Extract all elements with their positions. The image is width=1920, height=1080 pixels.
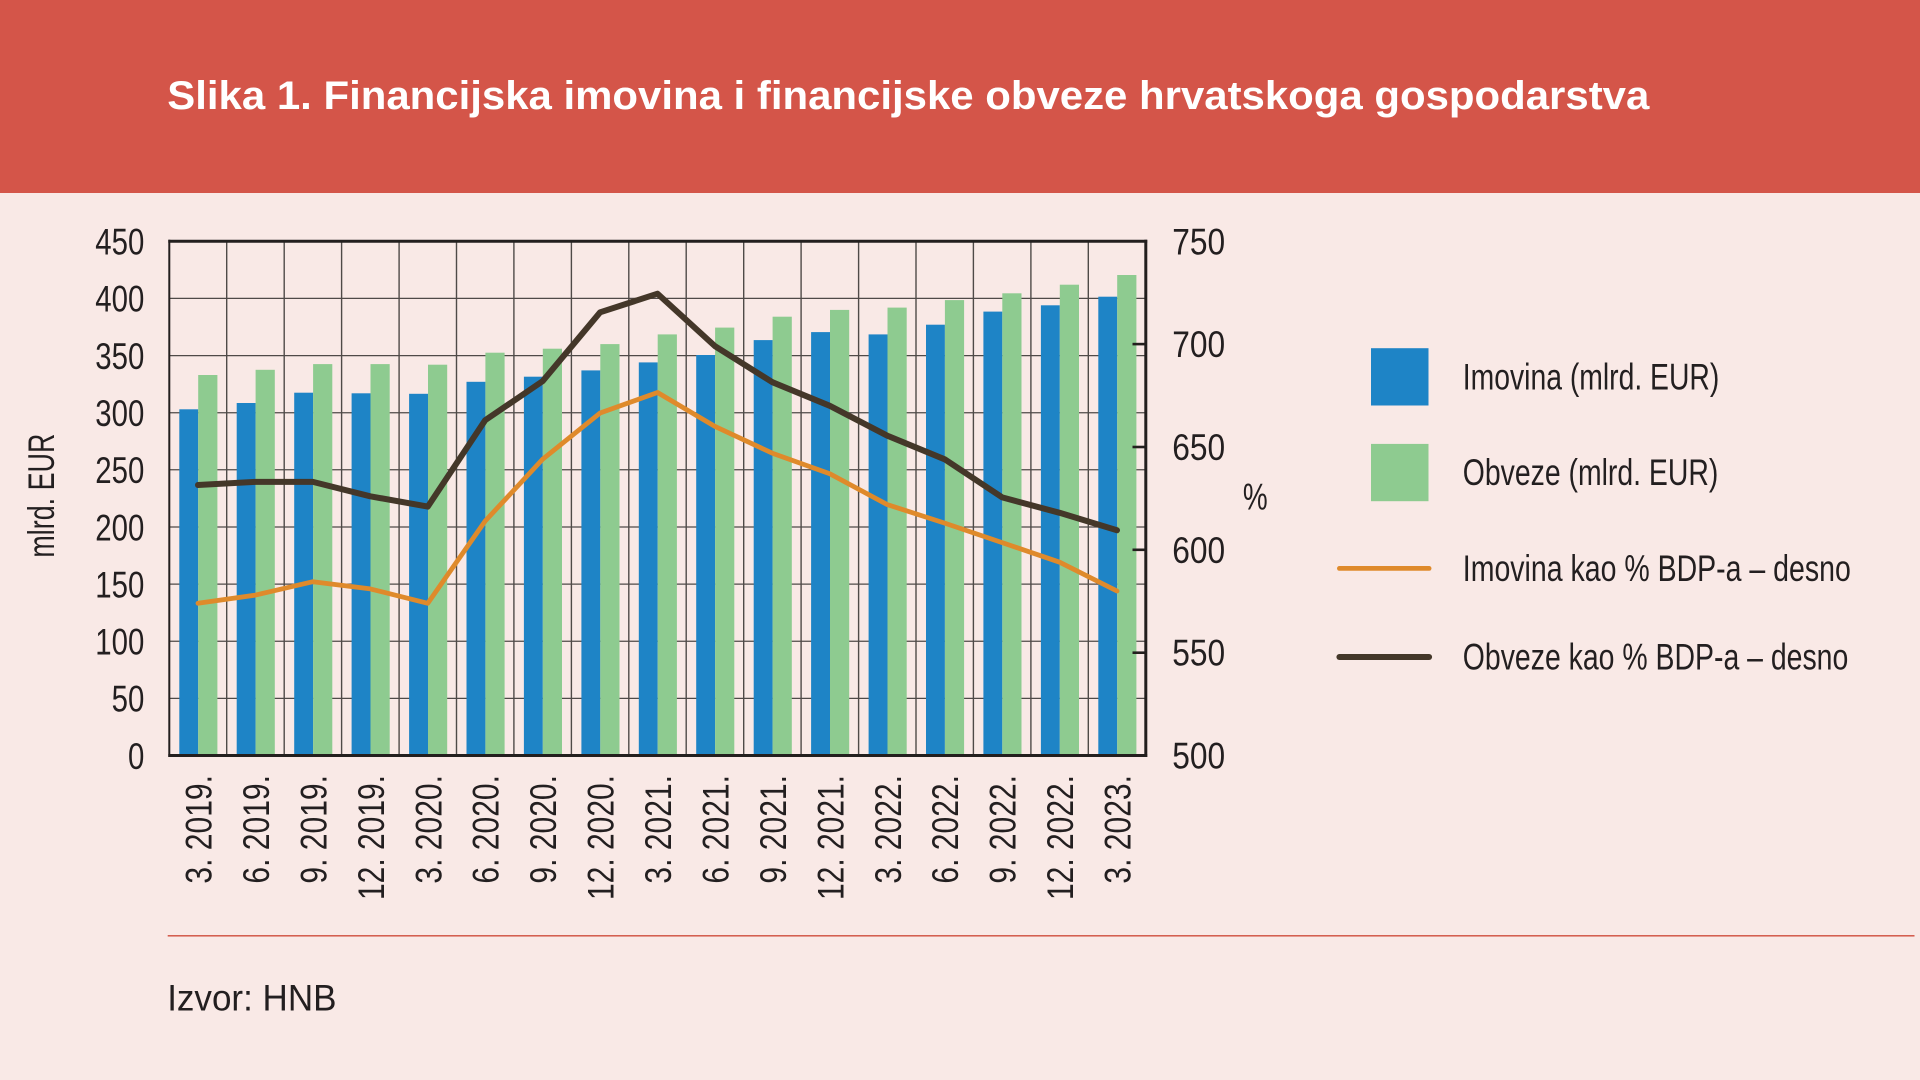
svg-text:200: 200 — [95, 507, 144, 548]
svg-text:9. 2021.: 9. 2021. — [753, 775, 794, 884]
svg-text:100: 100 — [95, 622, 144, 663]
svg-text:450: 450 — [95, 222, 144, 263]
svg-text:550: 550 — [1172, 633, 1225, 674]
svg-text:6. 2020.: 6. 2020. — [466, 775, 507, 884]
svg-text:750: 750 — [1172, 221, 1225, 262]
svg-text:0: 0 — [128, 736, 144, 777]
svg-text:6. 2022.: 6. 2022. — [925, 775, 966, 884]
svg-text:350: 350 — [95, 336, 144, 377]
svg-text:3. 2019.: 3. 2019. — [179, 775, 220, 884]
svg-text:50: 50 — [112, 679, 145, 720]
svg-text:6. 2019.: 6. 2019. — [236, 775, 277, 884]
svg-text:9. 2019.: 9. 2019. — [293, 775, 334, 884]
svg-text:250: 250 — [95, 450, 144, 491]
svg-text:3. 2023.: 3. 2023. — [1098, 775, 1139, 884]
svg-text:150: 150 — [95, 564, 144, 605]
svg-text:12. 2022.: 12. 2022. — [1040, 775, 1081, 900]
svg-text:%: % — [1243, 477, 1268, 518]
svg-text:9. 2022.: 9. 2022. — [983, 775, 1024, 884]
svg-text:Obveze kao % BDP-a – desno: Obveze kao % BDP-a – desno — [1463, 637, 1849, 678]
svg-text:700: 700 — [1172, 324, 1225, 365]
svg-text:Imovina (mlrd. EUR): Imovina (mlrd. EUR) — [1463, 356, 1720, 397]
svg-text:Slika 1. Financijska imovina i: Slika 1. Financijska imovina i financijs… — [167, 74, 1650, 118]
svg-text:650: 650 — [1172, 427, 1225, 468]
svg-text:500: 500 — [1172, 736, 1225, 777]
svg-text:Obveze (mlrd. EUR): Obveze (mlrd. EUR) — [1463, 452, 1719, 493]
svg-text:9. 2020.: 9. 2020. — [523, 775, 564, 884]
svg-text:3. 2020.: 3. 2020. — [408, 775, 449, 884]
svg-text:600: 600 — [1172, 530, 1225, 571]
svg-text:Imovina kao % BDP-a – desno: Imovina kao % BDP-a – desno — [1463, 548, 1851, 589]
svg-text:Izvor: HNB: Izvor: HNB — [167, 977, 336, 1018]
svg-text:3. 2021.: 3. 2021. — [638, 775, 679, 884]
svg-text:12. 2021.: 12. 2021. — [810, 775, 851, 900]
svg-text:300: 300 — [95, 393, 144, 434]
svg-text:12. 2019.: 12. 2019. — [351, 775, 392, 900]
svg-text:400: 400 — [95, 279, 144, 320]
svg-text:6. 2021.: 6. 2021. — [696, 775, 737, 884]
svg-text:3. 2022.: 3. 2022. — [868, 775, 909, 884]
svg-text:mlrd. EUR: mlrd. EUR — [21, 434, 62, 558]
svg-text:12. 2020.: 12. 2020. — [581, 775, 622, 900]
